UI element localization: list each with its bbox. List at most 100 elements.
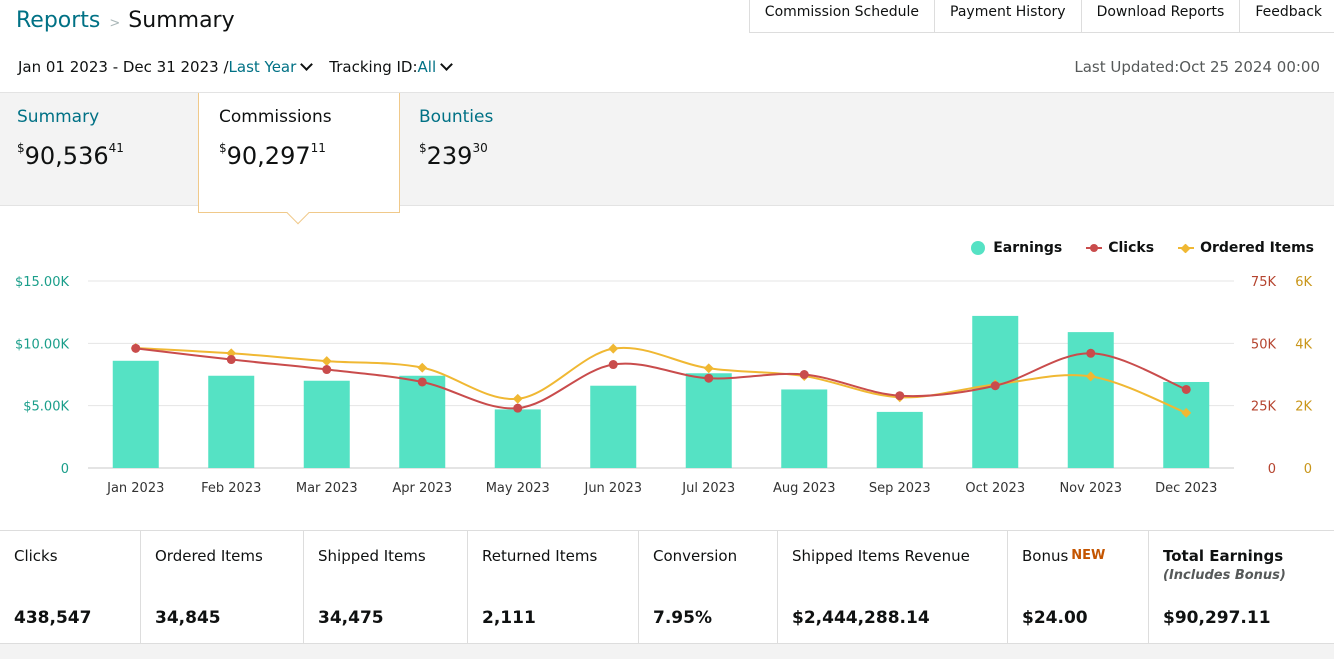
ordered-items-axis-tick-label: 6K — [1295, 275, 1312, 290]
ordered-items-axis-tick-label: 0 — [1304, 462, 1312, 477]
metric-label: Ordered Items — [155, 547, 263, 565]
x-axis-tick-label: Oct 2023 — [965, 481, 1025, 496]
legend-clicks[interactable]: Clicks — [1086, 240, 1154, 256]
x-axis-tick-label: Apr 2023 — [392, 481, 452, 496]
tracking-id-label: Tracking ID: — [329, 58, 418, 76]
tab-value: $90,29711 — [219, 141, 326, 170]
earnings-bar — [208, 375, 255, 468]
clicks-point — [895, 391, 905, 401]
tab-label: Bounties — [419, 107, 494, 127]
left-axis-tick-label: 0 — [61, 462, 69, 477]
clicks-point — [1086, 348, 1096, 358]
payment-history-link[interactable]: Payment History — [935, 0, 1082, 32]
x-axis-tick-label: Feb 2023 — [201, 481, 261, 496]
ordered-items-line — [135, 346, 1187, 414]
download-reports-link[interactable]: Download Reports — [1082, 0, 1241, 32]
ordered-items-point — [321, 356, 332, 367]
metric-bonus: Bonus NEW $24.00 — [1008, 531, 1149, 644]
metric-value: 34,845 — [155, 608, 221, 628]
period-dropdown[interactable]: Last Year — [228, 58, 297, 76]
tab-commissions[interactable]: Commissions $90,29711 — [198, 93, 400, 213]
legend-circle-icon — [971, 241, 986, 255]
metric-shipped-items-revenue: Shipped Items Revenue $2,444,288.14 — [778, 531, 1008, 644]
earnings-bar — [685, 373, 732, 468]
clicks-point — [799, 370, 809, 379]
metric-label: Conversion — [653, 547, 738, 565]
metric-value: 7.95% — [653, 608, 712, 628]
clicks-axis-tick-label: 50K — [1251, 337, 1277, 352]
metric-value: $24.00 — [1022, 608, 1088, 628]
metric-clicks: Clicks 438,547 — [0, 531, 141, 644]
tab-bounties[interactable]: Bounties $23930 — [402, 93, 600, 206]
feedback-link[interactable]: Feedback — [1255, 4, 1322, 20]
clicks-point — [417, 377, 427, 387]
legend-ordered-items[interactable]: Ordered Items — [1178, 240, 1314, 256]
clicks-point — [513, 403, 523, 413]
commission-schedule-link[interactable]: Commission Schedule — [750, 0, 936, 32]
x-axis-tick-label: Aug 2023 — [773, 481, 836, 496]
earnings-bar — [494, 409, 541, 468]
earnings-bar — [1163, 381, 1210, 468]
legend-line-diamond-icon — [1178, 247, 1195, 249]
metric-label: Shipped Items Revenue — [792, 547, 970, 565]
clicks-axis-tick-label: 0 — [1268, 462, 1276, 477]
chevron-down-icon[interactable] — [300, 58, 314, 71]
metric-returned-items: Returned Items 2,111 — [468, 531, 639, 644]
left-axis-tick-label: $5.00K — [23, 400, 69, 415]
metric-label: Returned Items — [482, 547, 598, 565]
earnings-bar — [876, 411, 923, 468]
x-axis-tick-label: May 2023 — [486, 481, 550, 496]
x-axis-tick-label: Jul 2023 — [681, 481, 735, 496]
ordered-items-point — [608, 343, 619, 354]
date-range: Jan 01 2023 - Dec 31 2023 / — [18, 58, 229, 76]
metric-ordered-items: Ordered Items 34,845 — [141, 531, 304, 644]
ordered-items-point — [703, 363, 714, 374]
ordered-items-point — [512, 393, 523, 404]
tab-value: $90,53641 — [17, 141, 124, 170]
clicks-point — [226, 355, 236, 365]
metric-sublabel: (Includes Bonus) — [1163, 568, 1286, 583]
left-axis-tick-label: $15.00K — [15, 275, 69, 290]
metric-value: 438,547 — [14, 608, 92, 628]
tab-label: Commissions — [219, 107, 332, 127]
legend-earnings[interactable]: Earnings — [971, 240, 1062, 256]
clicks-axis-tick-label: 25K — [1251, 400, 1277, 415]
clicks-line — [135, 347, 1187, 410]
tracking-id-dropdown[interactable]: All — [417, 58, 437, 76]
x-axis-tick-label: Dec 2023 — [1155, 481, 1217, 496]
earnings-bar — [781, 389, 828, 468]
metric-total-earnings: Total Earnings (Includes Bonus) $90,297.… — [1149, 531, 1334, 644]
earnings-bar — [399, 375, 446, 468]
page-title: Summary — [128, 8, 235, 33]
metric-label: Shipped Items — [318, 547, 426, 565]
metrics-bar: Clicks 438,547 Ordered Items 34,845 Ship… — [0, 530, 1334, 644]
clicks-point — [990, 381, 1000, 391]
chart-legend: Earnings Clicks Ordered Items — [947, 240, 1314, 256]
tab-summary[interactable]: Summary $90,53641 — [0, 93, 198, 206]
clicks-point — [131, 343, 141, 353]
clicks-point — [608, 360, 618, 370]
metric-value: 2,111 — [482, 608, 536, 628]
filter-row: Jan 01 2023 - Dec 31 2023 / Last Year Tr… — [18, 58, 457, 76]
clicks-point — [704, 373, 714, 383]
x-axis-tick-label: Jun 2023 — [583, 481, 642, 496]
breadcrumb-reports-link[interactable]: Reports — [16, 8, 101, 33]
summary-tabs: Summary $90,53641 Commissions $90,29711 … — [0, 92, 1334, 213]
metric-value: $90,297.11 — [1163, 608, 1271, 628]
new-badge: NEW — [1071, 548, 1106, 563]
clicks-point — [1181, 384, 1191, 394]
clicks-point — [322, 365, 332, 375]
ordered-items-point — [417, 362, 428, 373]
earnings-bar — [303, 380, 350, 468]
breadcrumb-separator-icon: > — [109, 16, 121, 31]
x-axis-tick-label: Mar 2023 — [296, 481, 358, 496]
metric-label: Clicks — [14, 547, 58, 565]
top-nav: Commission Schedule Payment History Down… — [748, 0, 1334, 33]
metric-conversion: Conversion 7.95% — [639, 531, 778, 644]
x-axis-tick-label: Nov 2023 — [1059, 481, 1122, 496]
chevron-down-icon[interactable] — [440, 58, 454, 71]
tab-value: $23930 — [419, 141, 488, 170]
ordered-items-point — [1181, 407, 1192, 418]
earnings-chart: Earnings Clicks Ordered Items 0 0 0 $5.00K 2… — [0, 206, 1334, 530]
metric-label: Bonus NEW — [1022, 547, 1106, 565]
